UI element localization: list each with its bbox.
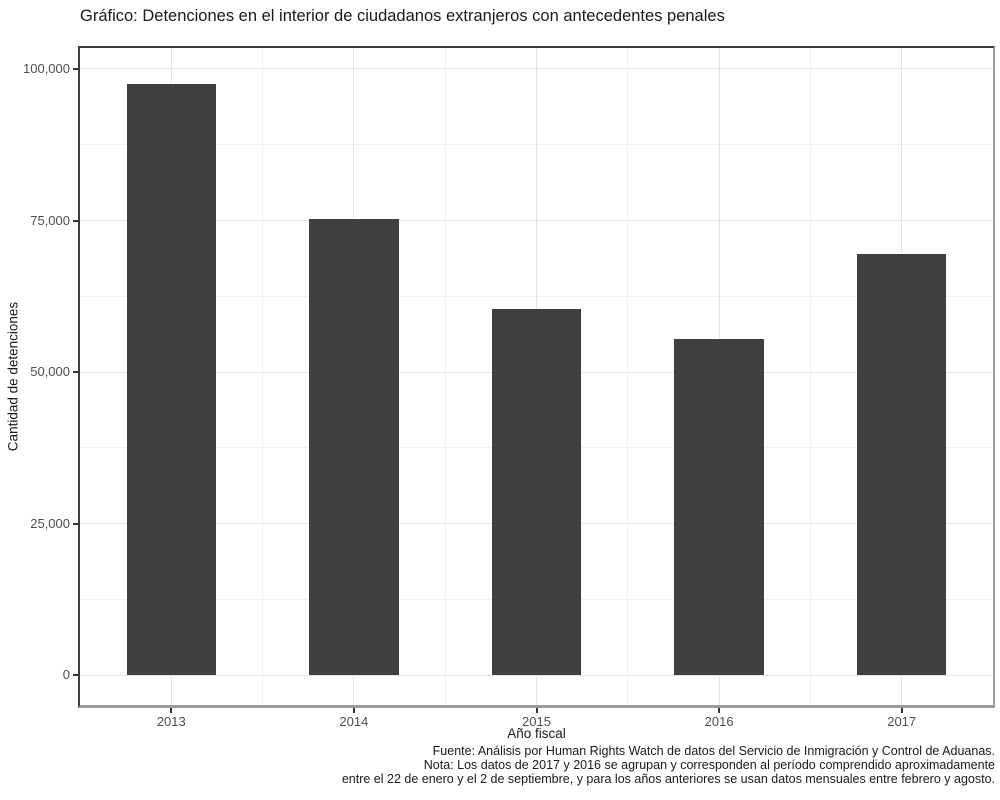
y-tick-label: 0 xyxy=(62,667,70,683)
caption-line-nota-continuacion: entre el 22 de enero y el 2 de septiembr… xyxy=(341,772,995,787)
bar-2016 xyxy=(674,339,764,676)
x-tick-mark xyxy=(535,708,538,713)
bar-2015 xyxy=(491,308,582,676)
gridline-vertical-minor xyxy=(444,48,446,705)
y-tick-mark xyxy=(73,522,78,525)
y-tick-label: 25,000 xyxy=(30,515,70,531)
gridline-vertical-minor xyxy=(809,48,811,705)
bar-2014 xyxy=(309,218,399,676)
gridline-vertical-minor xyxy=(262,48,264,705)
x-tick-mark xyxy=(718,708,721,713)
x-tick-label: 2016 xyxy=(704,714,734,729)
x-tick-mark xyxy=(900,708,903,713)
caption-line-fuente: Fuente: Análisis por Human Rights Watch … xyxy=(432,744,995,758)
y-tick-mark xyxy=(73,67,78,70)
chart-title: Gráfico: Detenciones en el interior de c… xyxy=(80,7,725,25)
x-axis-title: Año fiscal xyxy=(507,726,566,741)
y-tick-label: 75,000 xyxy=(30,212,70,228)
y-tick-label: 50,000 xyxy=(30,364,70,380)
bar-2017 xyxy=(856,253,947,676)
y-tick-label: 100,000 xyxy=(23,60,70,76)
gridline-vertical-minor xyxy=(627,48,629,705)
bar-2013 xyxy=(126,83,217,676)
x-tick-mark xyxy=(170,708,173,713)
y-tick-mark xyxy=(73,371,78,374)
y-tick-mark xyxy=(73,674,78,677)
x-tick-mark xyxy=(352,708,355,713)
plot-panel xyxy=(78,46,995,708)
x-tick-label: 2014 xyxy=(339,714,369,729)
caption-line-nota: Nota: Los datos de 2017 y 2016 se agrupa… xyxy=(423,758,995,773)
y-tick-mark xyxy=(73,219,78,222)
x-tick-label: 2017 xyxy=(887,714,917,729)
x-tick-label: 2013 xyxy=(156,714,186,729)
x-tick-label: 2015 xyxy=(522,714,551,729)
chart-caption: Fuente: Análisis por Human Rights Watch … xyxy=(0,744,995,787)
